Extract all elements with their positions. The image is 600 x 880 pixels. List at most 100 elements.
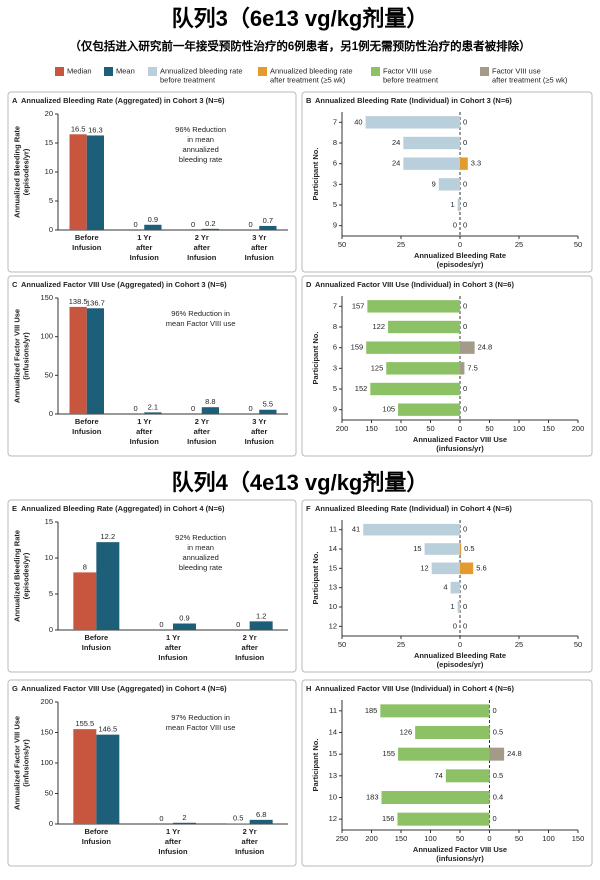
panel-title: Annualized Bleeding Rate (Aggregated) in…	[21, 96, 225, 105]
y-tick-label: 20	[45, 109, 53, 118]
y-tick-label: 150	[40, 727, 53, 736]
value-label: 1	[450, 200, 454, 209]
value-label: 156	[382, 814, 395, 823]
value-label: 0.5	[493, 727, 503, 736]
annotation: 92% Reduction	[175, 533, 226, 542]
value-label: 0.7	[263, 216, 273, 225]
value-label: 0	[463, 525, 467, 534]
value-label: 2	[182, 813, 186, 822]
value-label: 0	[236, 620, 240, 629]
panel-frame	[301, 679, 593, 867]
legend-label: Annualized bleeding rate	[270, 66, 353, 75]
bar	[173, 623, 196, 630]
x-tick-label: after	[165, 837, 181, 846]
panel-frame	[7, 275, 297, 457]
x-tick-label: Infusion	[130, 253, 160, 262]
bar	[173, 822, 196, 824]
y-tick-label: 3	[333, 363, 337, 372]
bar	[388, 320, 460, 334]
y-tick-label: 7	[333, 301, 337, 310]
x-tick-label: Infusion	[82, 837, 112, 846]
value-label: 0	[453, 221, 457, 230]
x-axis-label: Annualized Factor VIII Use	[413, 845, 507, 854]
value-label: 125	[371, 363, 384, 372]
y-tick-label: 0	[49, 625, 53, 634]
x-tick-label: 150	[572, 834, 585, 843]
x-tick-label: 100	[513, 424, 526, 433]
bar	[69, 134, 87, 230]
value-label: 74	[434, 771, 442, 780]
value-label: 0	[463, 117, 467, 126]
bar	[457, 601, 460, 613]
x-tick-label: Infusion	[82, 643, 112, 652]
y-tick-label: 12	[329, 621, 337, 630]
bar	[363, 523, 460, 536]
x-axis-label: (episodes/yr)	[437, 260, 484, 269]
x-axis-label: Annualized Bleeding Rate	[414, 251, 506, 260]
y-tick-label: 15	[329, 749, 337, 758]
x-tick-label: Infusion	[245, 437, 275, 446]
panel-title: Annualized Factor VIII Use (Aggregated) …	[21, 280, 227, 289]
value-label: 146.5	[98, 725, 117, 734]
y-axis-label: (infusions/yr)	[21, 332, 30, 380]
value-label: 16.3	[88, 125, 103, 134]
value-label: 24	[392, 159, 400, 168]
bar	[445, 769, 490, 783]
value-label: 8	[83, 562, 87, 571]
x-tick-label: Infusion	[245, 253, 275, 262]
annotation: bleeding rate	[179, 563, 222, 572]
bar	[431, 562, 460, 575]
annotation: 96% Reduction in	[171, 309, 230, 318]
bar	[69, 306, 87, 414]
value-label: 24.8	[507, 749, 522, 758]
x-tick-label: 3 Yr	[252, 233, 266, 242]
y-axis-label: Participant No.	[311, 552, 320, 605]
x-tick-label: after	[251, 243, 267, 252]
x-tick-label: 50	[456, 834, 464, 843]
x-tick-label: after	[194, 243, 210, 252]
y-axis-label: Participant No.	[311, 332, 320, 385]
x-tick-label: after	[242, 643, 258, 652]
bar	[249, 819, 273, 824]
y-axis-label: Annualized Factor VIII Use	[12, 309, 21, 403]
bar	[460, 543, 462, 555]
value-label: 185	[365, 706, 378, 715]
value-label: 0	[191, 220, 195, 229]
panel-letter: G	[12, 684, 18, 693]
y-axis-label: Annualized Bleeding Rate	[12, 126, 21, 218]
panel-frame	[7, 91, 297, 273]
value-label: 8.8	[205, 397, 215, 406]
x-tick-label: 50	[426, 424, 434, 433]
x-tick-label: 2 Yr	[195, 233, 209, 242]
y-tick-label: 50	[45, 370, 53, 379]
y-tick-label: 3	[333, 179, 337, 188]
value-label: 0	[463, 322, 467, 331]
value-label: 126	[400, 727, 413, 736]
value-label: 0	[134, 220, 138, 229]
value-label: 0	[249, 220, 253, 229]
value-label: 1.2	[256, 611, 266, 620]
value-label: 0	[463, 602, 467, 611]
y-tick-label: 10	[45, 167, 53, 176]
legend-label: Mean	[116, 66, 135, 75]
x-tick-label: 0	[487, 834, 491, 843]
value-label: 0	[463, 384, 467, 393]
annotation: mean Factor VIII use	[166, 723, 236, 732]
x-tick-label: 3 Yr	[252, 417, 266, 426]
x-tick-label: 2 Yr	[195, 417, 209, 426]
value-label: 152	[355, 384, 368, 393]
x-tick-label: Infusion	[158, 653, 188, 662]
value-label: 105	[383, 405, 396, 414]
annotation: annualized	[182, 553, 218, 562]
value-label: 157	[352, 301, 365, 310]
value-label: 0	[463, 200, 467, 209]
x-tick-label: 100	[542, 834, 555, 843]
panel-title: Annualized Factor VIII Use (Individual) …	[315, 684, 514, 693]
legend-swatch	[480, 67, 489, 76]
x-tick-label: 0	[458, 640, 462, 649]
y-tick-label: 15	[45, 138, 53, 147]
value-label: 24	[392, 138, 400, 147]
value-label: 0	[453, 621, 457, 630]
bar	[457, 198, 460, 212]
panel-letter: B	[306, 96, 312, 105]
